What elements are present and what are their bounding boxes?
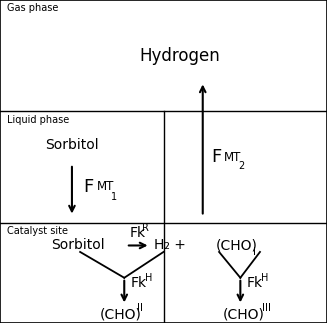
Text: (CHO): (CHO) (100, 308, 142, 322)
Text: Fk: Fk (129, 225, 145, 240)
Text: Sorbitol: Sorbitol (51, 238, 104, 253)
Text: H: H (261, 273, 268, 283)
Text: H: H (145, 273, 152, 283)
Text: III: III (262, 304, 271, 313)
Text: R: R (142, 223, 148, 233)
Text: Liquid phase: Liquid phase (7, 115, 69, 125)
Text: II: II (137, 304, 143, 313)
Text: Gas phase: Gas phase (7, 3, 58, 13)
Text: 2: 2 (238, 161, 244, 171)
Text: MT: MT (224, 151, 241, 164)
Text: Sorbitol: Sorbitol (45, 138, 99, 151)
Text: H₂ +: H₂ + (154, 238, 185, 253)
Text: I: I (253, 247, 256, 257)
Text: 1: 1 (111, 192, 117, 202)
Text: F: F (211, 149, 221, 166)
Text: Catalyst site: Catalyst site (7, 226, 68, 236)
Text: Fk: Fk (247, 276, 263, 290)
Text: F: F (83, 178, 94, 196)
Text: (CHO): (CHO) (222, 308, 264, 322)
Text: Hydrogen: Hydrogen (140, 47, 220, 65)
Text: MT: MT (96, 181, 114, 193)
Text: Fk: Fk (131, 276, 147, 290)
Text: (CHO): (CHO) (216, 238, 258, 253)
